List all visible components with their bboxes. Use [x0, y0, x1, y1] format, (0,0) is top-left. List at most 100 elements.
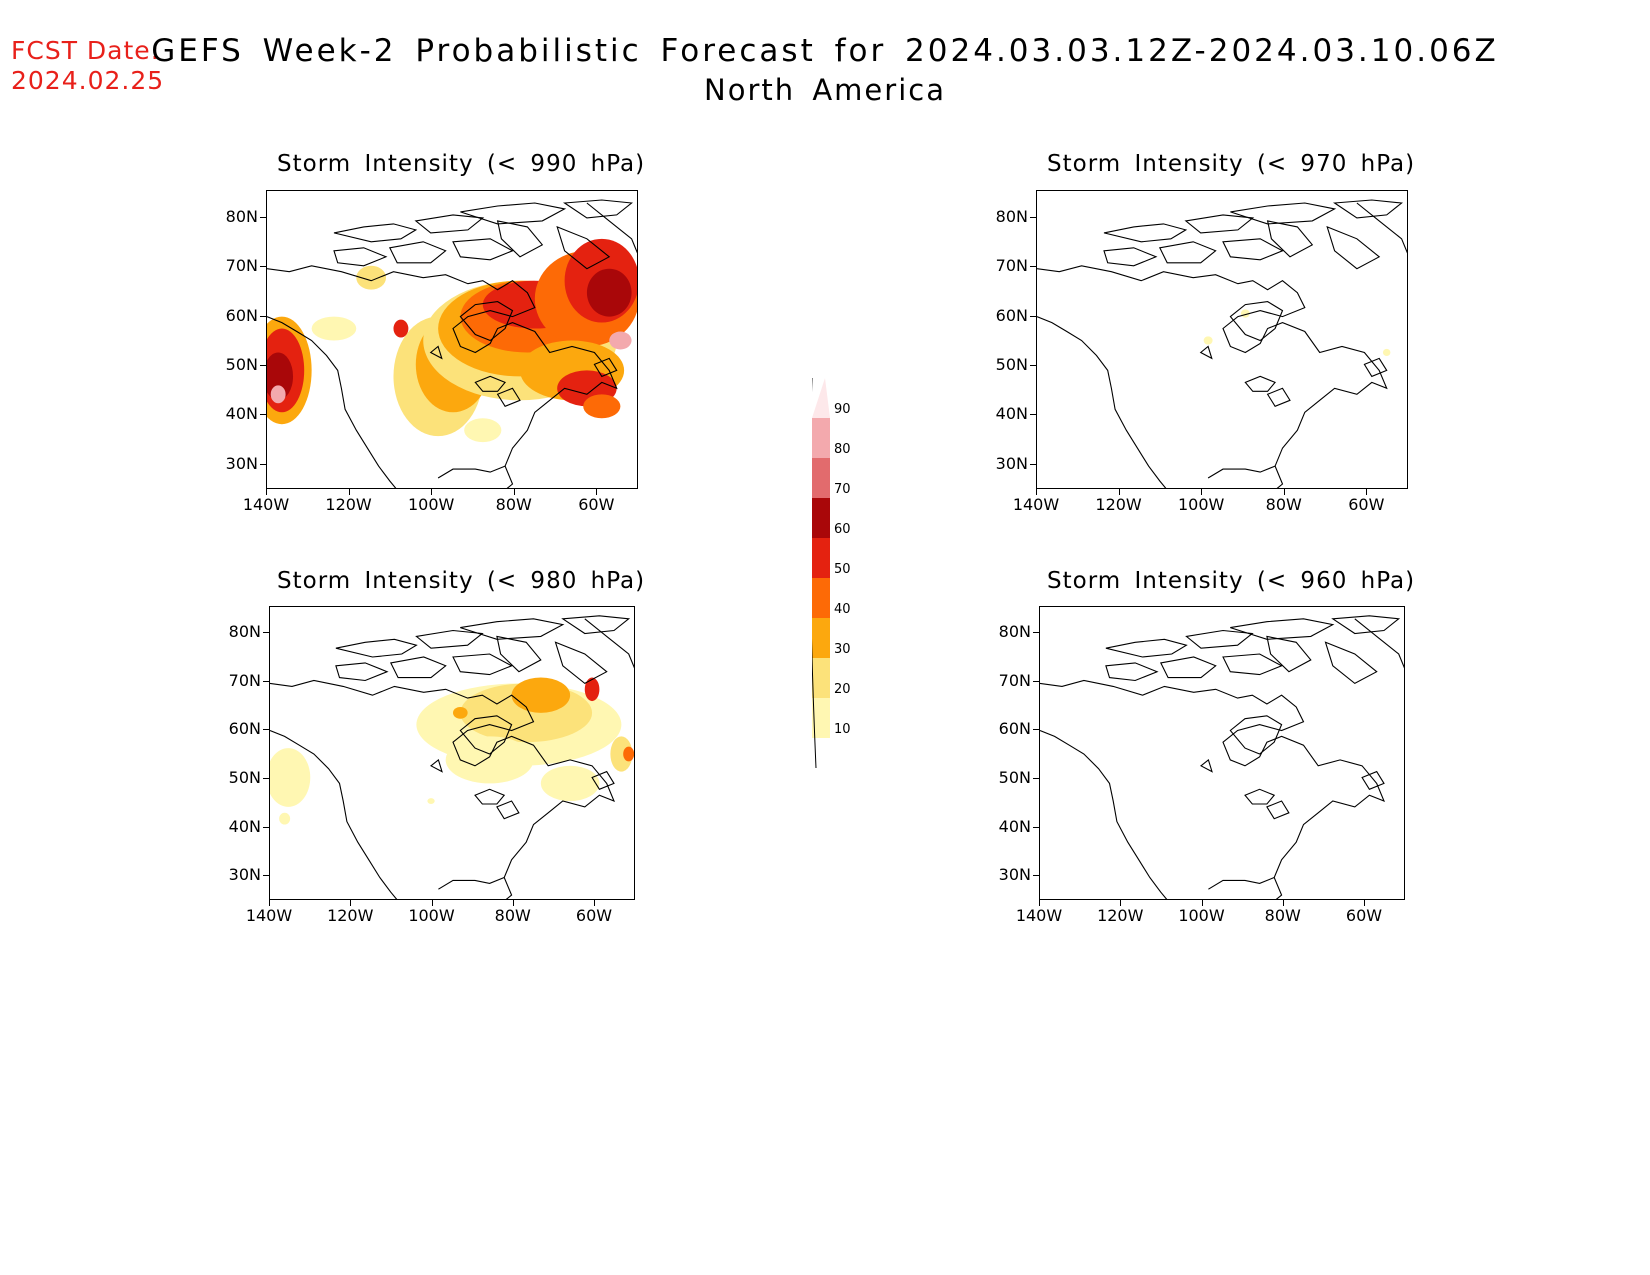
probability-area	[270, 748, 311, 807]
lon-tick	[266, 489, 267, 495]
coastline-path	[1103, 247, 1158, 267]
coastline-path	[1208, 876, 1275, 890]
lat-tick	[263, 632, 269, 634]
coastline-path	[474, 375, 507, 392]
lon-tick	[1120, 900, 1122, 906]
coastline-path	[333, 247, 388, 267]
coastline-path	[414, 214, 485, 234]
lon-label: 80W	[1265, 495, 1302, 514]
coastline-path	[1103, 223, 1188, 243]
probability-area	[279, 812, 291, 825]
colorbar-label: 70	[834, 482, 851, 497]
panel-title-970: Storm Intensity (< 970 hPa)	[1047, 151, 1416, 177]
lon-tick	[1283, 489, 1285, 495]
coastline-path	[561, 615, 631, 635]
coastline-path	[496, 220, 544, 258]
coastline-path	[335, 638, 418, 658]
lon-tick	[1366, 489, 1368, 495]
lon-tick	[431, 900, 433, 906]
colorbar-label: 80	[834, 442, 851, 457]
coastline-path	[1207, 465, 1276, 479]
lat-tick	[260, 315, 266, 317]
lon-tick	[1201, 489, 1203, 495]
colorbar-segment	[812, 698, 830, 738]
lon-label: 120W	[327, 906, 374, 925]
coastline-path	[267, 316, 397, 488]
coastline	[1037, 199, 1407, 488]
map-canvas	[1040, 615, 1404, 899]
colorbar-top-triangle	[812, 378, 830, 418]
coastline-path	[270, 729, 398, 899]
lat-label: 70N	[995, 256, 1028, 276]
lat-tick	[1030, 463, 1036, 465]
lat-label: 30N	[998, 865, 1031, 884]
lon-label: 100W	[1177, 495, 1225, 514]
lon-label: 100W	[408, 906, 455, 925]
lon-tick	[594, 900, 595, 906]
lat-tick	[1030, 414, 1036, 416]
coastline-path	[1199, 345, 1213, 360]
lon-label: 60W	[1345, 906, 1383, 925]
probability-area	[270, 385, 286, 404]
lat-tick	[1033, 777, 1039, 779]
coastline	[270, 615, 634, 899]
lon-label: 100W	[1178, 906, 1225, 925]
lon-label: 140W	[1012, 495, 1060, 514]
colorbar-segment	[812, 418, 830, 458]
lat-label: 70N	[225, 256, 258, 276]
probability-area	[584, 677, 600, 702]
lat-label: 30N	[225, 453, 258, 473]
lat-tick	[1030, 315, 1036, 317]
lon-label: 140W	[1015, 906, 1063, 925]
lat-tick	[260, 216, 266, 218]
lat-label: 80N	[225, 206, 258, 226]
coastline-path	[335, 662, 389, 682]
colorbar: 10 20 30 40 50 60 70 80 90	[809, 338, 872, 782]
lon-tick	[1039, 900, 1040, 906]
lat-label: 80N	[995, 206, 1028, 226]
coastline-path	[459, 715, 513, 755]
lon-label: 140W	[242, 495, 290, 514]
coastline-path	[460, 618, 565, 640]
coastline-path	[1361, 770, 1385, 790]
probability-area	[1382, 348, 1391, 357]
lon-tick	[269, 900, 270, 906]
lat-label: 50N	[225, 354, 258, 374]
map-canvas	[270, 615, 634, 899]
coastline-path	[452, 238, 514, 261]
colorbar-graphic	[809, 377, 830, 769]
coastline-path	[1354, 618, 1404, 669]
lon-tick	[1201, 900, 1203, 906]
coastline-path	[1332, 199, 1403, 219]
map-980	[269, 606, 635, 900]
lon-tick	[431, 489, 433, 495]
lon-label: 80W	[495, 495, 532, 514]
coastline-path	[1229, 715, 1283, 755]
coastline-path	[496, 800, 520, 820]
colorbar-segment	[812, 658, 830, 698]
coastline-path	[586, 202, 637, 254]
map-990	[266, 190, 638, 489]
probability-fill	[270, 677, 634, 825]
lon-label: 80W	[1264, 906, 1301, 925]
lat-tick	[1030, 266, 1036, 268]
coastline-path	[1105, 638, 1188, 658]
forecast-date-value: 2024.02.25	[11, 66, 165, 95]
coastline-path	[1244, 788, 1276, 805]
coastline-path	[459, 301, 514, 342]
colorbar-segment	[812, 498, 830, 538]
colorbar-segment	[812, 578, 830, 618]
colorbar-segment	[812, 618, 830, 658]
lat-tick	[1033, 729, 1039, 731]
lat-label: 40N	[225, 404, 258, 424]
coastline-path	[1040, 679, 1386, 899]
coastline	[267, 199, 637, 488]
coastline-path	[1037, 265, 1388, 488]
panel-title-990: Storm Intensity (< 990 hPa)	[277, 151, 646, 177]
lon-tick	[1364, 900, 1365, 906]
lat-label: 60N	[995, 305, 1028, 325]
colorbar-segment	[812, 538, 830, 578]
probability-area	[393, 319, 409, 338]
lat-label: 50N	[228, 767, 261, 787]
colorbar-label: 50	[834, 562, 851, 577]
